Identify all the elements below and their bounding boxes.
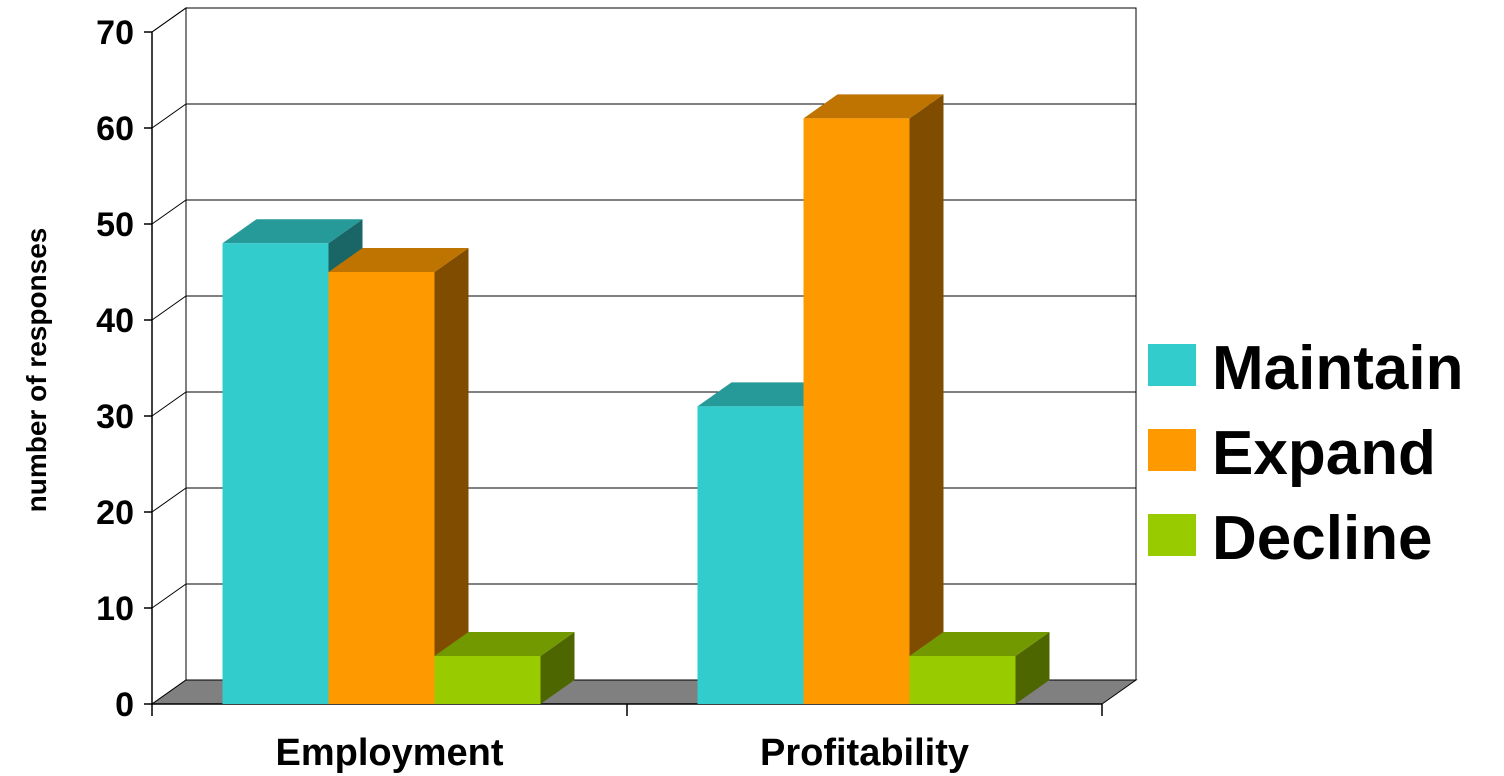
y-tick-label: 20 — [96, 494, 134, 532]
legend-label-decline: Decline — [1212, 504, 1433, 573]
bar-side — [909, 94, 944, 704]
bar-top — [909, 632, 1050, 656]
y-axis-title: number of responses — [21, 228, 52, 513]
gridline — [151, 103, 1136, 129]
bar-front — [222, 243, 329, 704]
y-tick-label: 0 — [115, 686, 134, 724]
side-wall — [151, 7, 187, 705]
bar-decline-profitability — [909, 632, 1050, 704]
bar-decline-employment — [434, 632, 575, 704]
y-tick-label: 10 — [96, 590, 134, 628]
legend: Maintain Expand Decline — [1148, 334, 1463, 573]
bar-front — [328, 272, 435, 704]
gridline — [151, 7, 1136, 33]
bar-top — [328, 248, 469, 272]
x-category-label: Profitability — [760, 732, 969, 774]
legend-swatch-maintain — [1148, 344, 1196, 386]
bar-top — [697, 382, 838, 407]
y-tick-label: 40 — [96, 302, 134, 340]
y-tick-label: 60 — [96, 110, 134, 148]
bar-top — [803, 94, 944, 119]
bar-expand-employment — [328, 248, 469, 704]
bar-top — [434, 632, 575, 656]
bars — [222, 94, 1050, 704]
bar-front — [803, 118, 910, 704]
bar-expand-profitability — [803, 94, 944, 704]
x-category-labels: Employment Profitability — [275, 732, 969, 774]
legend-label-expand: Expand — [1212, 419, 1436, 488]
legend-swatch-decline — [1148, 514, 1196, 556]
bar-front — [909, 656, 1016, 704]
legend-label-maintain: Maintain — [1212, 334, 1463, 403]
bar-top — [222, 219, 363, 244]
y-tick-labels: 0 10 20 30 40 50 60 70 — [96, 14, 134, 724]
x-category-label: Employment — [275, 732, 503, 774]
legend-swatch-expand — [1148, 429, 1196, 471]
bar-side — [434, 248, 469, 704]
y-tick-label: 50 — [96, 206, 134, 244]
bar-front — [434, 656, 541, 704]
y-tick-label: 30 — [96, 398, 134, 436]
y-tick-label: 70 — [96, 14, 134, 52]
bar-front — [697, 406, 804, 704]
